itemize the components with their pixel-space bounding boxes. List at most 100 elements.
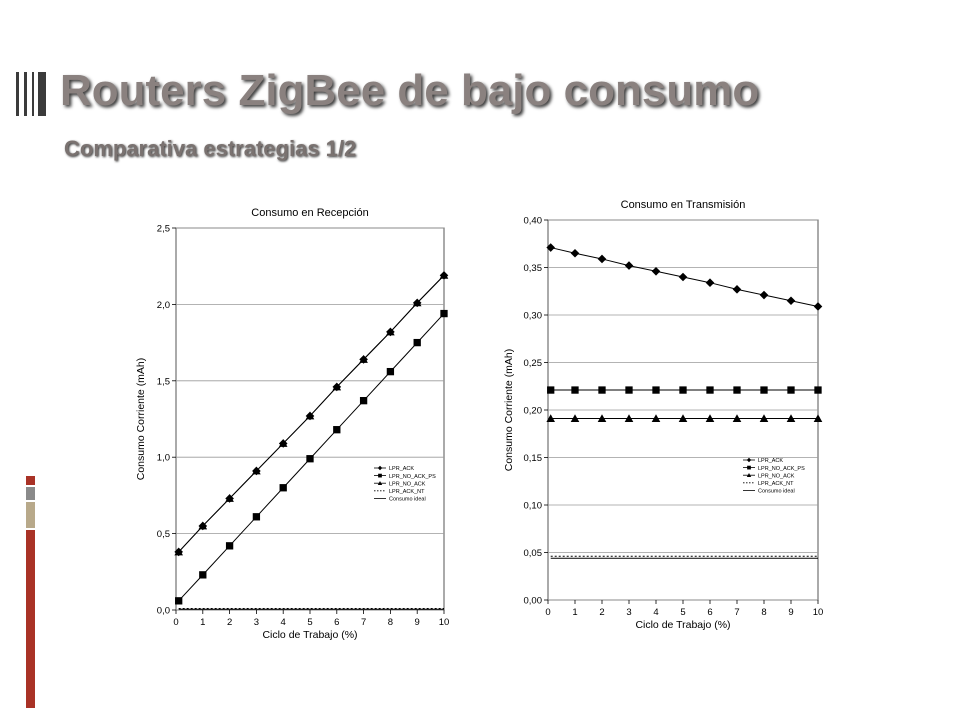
- data-point: [333, 426, 341, 434]
- y-axis-label: Consumo Corriente (mAh): [503, 349, 515, 472]
- title-bar-decoration: [16, 72, 46, 116]
- data-point: [332, 382, 342, 391]
- data-point: [412, 298, 422, 307]
- x-tick-label: 10: [813, 607, 824, 618]
- data-point: [359, 355, 368, 363]
- legend-label: LPR_ACK: [389, 466, 414, 472]
- data-point: [733, 386, 741, 394]
- y-tick-label: 0,05: [524, 548, 543, 559]
- data-point: [279, 484, 287, 492]
- x-tick-label: 9: [415, 617, 420, 628]
- legend-label: LPR_NO_ACK_PS: [758, 466, 805, 472]
- y-tick-label: 0,5: [157, 529, 170, 540]
- chart-consumo-transmision: Consumo en Transmisión 0,00 0,05 0,10 0,15 0,…: [503, 199, 824, 631]
- slide-subtitle: Comparativa estrategias 1/2: [64, 136, 357, 161]
- x-tick-label: 1: [200, 617, 205, 628]
- data-point: [439, 271, 449, 279]
- data-point: [760, 386, 768, 394]
- data-point: [359, 397, 368, 405]
- data-point: [440, 309, 448, 318]
- y-tick-label: 0,25: [524, 358, 543, 369]
- x-tick-label: 1: [572, 607, 577, 618]
- y-tick-label: 0,40: [524, 216, 543, 227]
- legend-marker: [746, 473, 752, 477]
- legend-label: LPR_ACK_NT: [389, 489, 425, 495]
- legend-marker: [377, 465, 383, 471]
- x-tick-label: 2: [227, 617, 232, 628]
- data-point: [174, 547, 183, 556]
- x-tick-label: 8: [388, 617, 393, 628]
- chart-title: Consumo en Recepción: [251, 207, 368, 219]
- data-point: [651, 414, 661, 422]
- data-point: [225, 542, 234, 550]
- series-lpr-no-ack-ps: [547, 386, 822, 394]
- y-tick-label: 2,5: [157, 224, 170, 235]
- data-point: [705, 414, 715, 422]
- x-tick-label: 2: [599, 607, 604, 618]
- x-tick-label: 7: [734, 607, 739, 618]
- legend-marker: [746, 457, 752, 463]
- x-tick-label: 5: [307, 617, 312, 628]
- legend-marker: [378, 473, 382, 478]
- x-tick-label: 3: [626, 607, 631, 618]
- x-tick-label: 6: [334, 617, 339, 628]
- series-lpr-no-ack: [546, 414, 823, 422]
- data-point: [175, 597, 183, 605]
- x-tick-label: 3: [254, 617, 259, 628]
- x-tick-label: 0: [545, 607, 550, 618]
- data-point: [679, 386, 687, 394]
- side-accent-gray: [26, 487, 35, 500]
- side-accent-tan: [26, 502, 35, 528]
- data-point: [624, 414, 634, 422]
- data-point: [598, 386, 606, 394]
- data-point: [413, 338, 421, 347]
- x-tick-label: 4: [653, 607, 658, 618]
- legend-label: LPR_NO_ACK_PS: [389, 474, 436, 480]
- x-tick-label: 5: [680, 607, 685, 618]
- data-point: [652, 386, 660, 394]
- legend-label: Consumo ideal: [389, 497, 426, 503]
- data-point: [306, 455, 314, 463]
- data-point: [278, 439, 288, 447]
- legend-label: LPR_ACK: [758, 458, 783, 464]
- data-point: [547, 386, 555, 394]
- data-point: [571, 386, 579, 394]
- series-lpr-no-ack: [174, 271, 449, 556]
- series-lpr-no-ack-ps: [175, 309, 448, 605]
- data-point: [199, 571, 207, 579]
- data-point: [813, 414, 823, 422]
- data-point: [546, 243, 555, 252]
- data-point: [625, 386, 633, 394]
- x-axis-label: Ciclo de Trabajo (%): [635, 619, 730, 631]
- data-point: [759, 414, 769, 422]
- y-tick-label: 0,0: [157, 606, 170, 617]
- legend-label: Consumo ideal: [758, 489, 795, 495]
- x-tick-label: 4: [281, 617, 286, 628]
- data-point: [225, 494, 234, 502]
- y-tick-label: 0,20: [524, 406, 543, 417]
- x-tick-label: 6: [707, 607, 712, 618]
- data-point: [597, 414, 607, 422]
- data-point: [678, 414, 688, 422]
- x-tick-label: 7: [361, 617, 366, 628]
- y-tick-label: 0,35: [524, 263, 543, 274]
- data-point: [305, 411, 315, 420]
- data-point: [787, 386, 795, 394]
- data-point: [732, 414, 742, 422]
- data-point: [814, 386, 822, 394]
- data-point: [706, 386, 714, 394]
- data-point: [386, 327, 395, 336]
- chart-consumo-recepcion: Consumo en Recepción 0,0 0,5 1,0 1,5 2,0 2,5 0 1…: [135, 207, 450, 641]
- side-accent-red-bar: [26, 530, 35, 708]
- data-point: [252, 466, 261, 475]
- data-point: [546, 414, 555, 422]
- data-point: [252, 513, 261, 521]
- y-tick-label: 0,30: [524, 311, 543, 322]
- side-accent-red-top: [26, 476, 35, 485]
- chart-title: Consumo en Transmisión: [621, 199, 746, 211]
- legend-label: LPR_ACK_NT: [758, 481, 794, 487]
- x-tick-label: 10: [439, 617, 450, 628]
- x-tick-label: 0: [173, 617, 178, 628]
